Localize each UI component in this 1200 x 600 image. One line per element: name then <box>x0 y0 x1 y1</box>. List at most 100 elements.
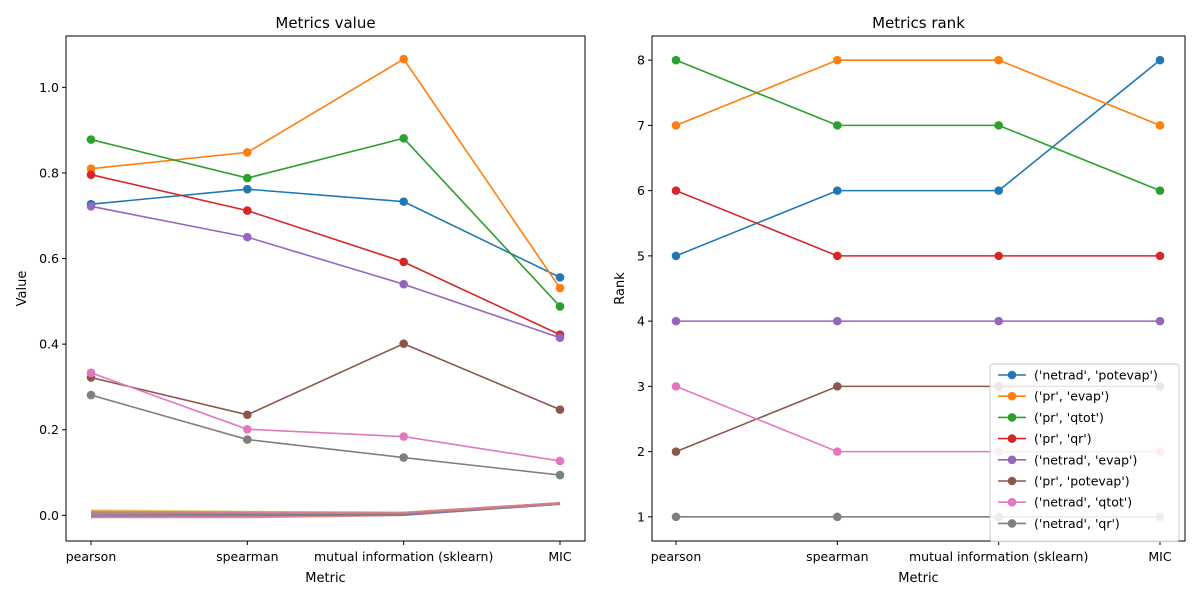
ticks-value: pearson spearman mutual information (sklea… <box>39 80 572 564</box>
y-tick-label: 8 <box>637 53 645 68</box>
series-line-value-0 <box>90 188 561 279</box>
series-line-value-2 <box>90 137 561 308</box>
legend-swatch-marker <box>1007 434 1017 443</box>
point-value-3-1 <box>243 206 252 215</box>
y-tick-label: 0.8 <box>39 165 59 180</box>
point-rank-1-0 <box>671 121 681 130</box>
y-tick-label: 3 <box>637 379 645 394</box>
x-tick-label: mutual information (sklearn) <box>314 549 493 564</box>
chart-value: Metrics value Metric Value pearson spearm… <box>15 14 586 586</box>
point-value-2-2 <box>399 133 408 143</box>
point-value-1-0 <box>86 164 96 173</box>
y-tick-label: 5 <box>637 248 645 263</box>
x-axis-label-value: Metric <box>305 571 345 586</box>
point-value-4-2 <box>399 279 408 289</box>
series-line-value-1 <box>90 58 561 289</box>
series-line-value-3 <box>90 173 561 336</box>
x-tick-label: MIC <box>548 549 571 564</box>
point-rank-4-0 <box>671 316 681 326</box>
y-axis-label-rank: Rank <box>613 272 628 305</box>
legend-entry: ('pr', 'potevap') <box>1034 474 1130 489</box>
point-value-6-1 <box>243 425 252 434</box>
point-rank-2-3 <box>1155 186 1165 195</box>
point-value-7-1 <box>243 435 252 444</box>
point-value-1-2 <box>399 54 408 64</box>
point-value-6-0 <box>86 368 96 378</box>
background-line-9 <box>90 502 561 515</box>
point-rank-2-0 <box>671 55 681 65</box>
point-rank-2-2 <box>994 121 1003 130</box>
point-value-4-3 <box>555 333 565 343</box>
legend-entry: ('netrad', 'qr') <box>1034 516 1120 531</box>
legend-swatch-marker <box>1007 455 1017 465</box>
series-line-rank-2 <box>675 59 1161 192</box>
point-value-5-2 <box>399 339 408 349</box>
chart-rank: Metrics rank Metric Rank pearson spearman… <box>613 14 1186 586</box>
point-value-0-2 <box>399 197 408 206</box>
point-rank-3-2 <box>994 251 1003 261</box>
axes-frame-value <box>65 35 586 542</box>
point-value-2-1 <box>243 173 252 183</box>
point-rank-3-3 <box>1155 251 1165 261</box>
y-tick-label: 4 <box>637 314 645 329</box>
point-rank-6-1 <box>833 447 842 456</box>
legend-entry: ('pr', 'qr') <box>1034 431 1092 446</box>
legend-box <box>989 363 1180 543</box>
legend-entry: ('pr', 'qtot') <box>1034 410 1104 425</box>
point-rank-7-0 <box>671 512 681 522</box>
x-tick-label: mutual information (sklearn) <box>909 549 1088 564</box>
point-rank-1-2 <box>994 55 1003 65</box>
x-tick-label: pearson <box>66 549 117 564</box>
y-tick-label: 1 <box>637 509 645 524</box>
legend-swatch-marker <box>1007 497 1017 507</box>
series-line-value-5 <box>90 342 561 416</box>
point-value-4-1 <box>243 232 252 242</box>
point-rank-1-3 <box>1155 121 1165 130</box>
legend-entry: ('netrad', 'potevap') <box>1034 368 1158 383</box>
legend-entry: ('netrad', 'qtot') <box>1034 495 1132 510</box>
point-rank-5-0 <box>671 447 681 456</box>
point-rank-2-1 <box>833 121 842 130</box>
point-value-4-0 <box>86 202 96 211</box>
legend-swatch-marker <box>1007 391 1017 401</box>
point-value-6-2 <box>399 432 408 441</box>
legend-entry: ('netrad', 'evap') <box>1034 452 1137 467</box>
point-value-7-2 <box>399 453 408 462</box>
y-axis-label-value: Value <box>15 271 30 307</box>
point-rank-4-3 <box>1155 316 1165 326</box>
point-rank-7-1 <box>833 512 842 522</box>
axes-frame-rank <box>651 35 1186 542</box>
y-tick-label: 1.0 <box>39 80 59 95</box>
point-value-2-0 <box>86 135 96 144</box>
y-tick-label: 0.6 <box>39 251 59 266</box>
y-tick-label: 6 <box>637 183 645 198</box>
point-rank-0-1 <box>833 186 842 195</box>
point-value-6-3 <box>555 456 565 466</box>
x-axis-label-rank: Metric <box>898 571 938 586</box>
point-value-1-3 <box>555 283 565 293</box>
point-value-7-0 <box>86 390 96 400</box>
ticks-rank: pearson spearman mutual information (sklea… <box>637 53 1172 564</box>
point-value-1-1 <box>243 148 252 157</box>
chart-title-rank: Metrics rank <box>872 14 965 32</box>
series-line-value-4 <box>90 205 561 339</box>
point-rank-0-0 <box>671 251 681 261</box>
point-value-7-3 <box>555 470 565 480</box>
x-tick-label: spearman <box>216 549 278 564</box>
series-line-value-6 <box>90 372 561 462</box>
point-rank-3-1 <box>833 251 842 261</box>
legend-swatch-marker <box>1007 519 1017 528</box>
legend-swatch-marker <box>1007 413 1017 422</box>
point-value-0-1 <box>243 184 252 194</box>
point-rank-4-1 <box>833 316 842 326</box>
point-rank-1-1 <box>833 55 842 65</box>
x-tick-label: spearman <box>806 549 868 564</box>
y-tick-label: 2 <box>637 444 645 459</box>
point-rank-0-2 <box>994 186 1003 195</box>
plot-area-rank <box>671 55 1165 522</box>
point-rank-4-2 <box>994 316 1003 326</box>
y-tick-label: 0.2 <box>39 422 59 437</box>
point-rank-5-1 <box>833 382 842 391</box>
point-rank-3-0 <box>671 186 681 195</box>
